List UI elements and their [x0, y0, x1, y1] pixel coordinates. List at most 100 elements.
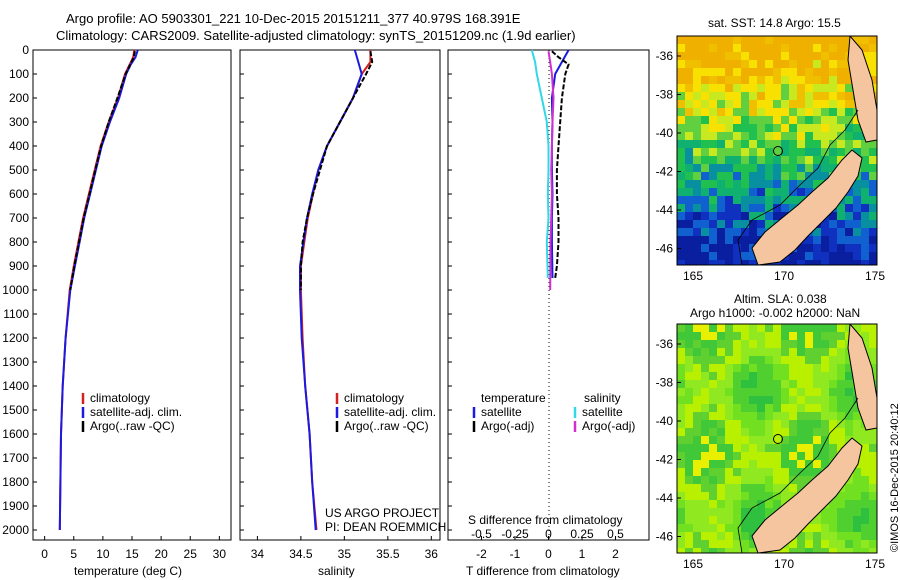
land-polygon [751, 437, 863, 553]
map-cell [717, 180, 725, 188]
map-cell [733, 332, 741, 340]
map-cell [797, 340, 805, 348]
map-cell [781, 180, 789, 188]
depth-tick-label: 1900 [2, 499, 29, 513]
map-cell [709, 364, 717, 372]
map-cell [845, 212, 853, 220]
map-cell [677, 212, 685, 220]
map-cell [701, 396, 709, 404]
map-cell [869, 36, 877, 44]
map-cell [757, 492, 765, 500]
map-cell [765, 164, 773, 172]
map-cell [789, 172, 797, 180]
map-cell [813, 60, 821, 68]
map-cell [725, 124, 733, 132]
depth-tick-label: 1700 [2, 451, 29, 465]
map-cell [773, 492, 781, 500]
map-cell [741, 420, 749, 428]
map-cell [877, 36, 885, 44]
map-cell [853, 540, 861, 548]
map-cell [845, 524, 853, 532]
map-cell [693, 444, 701, 452]
map-cell [701, 380, 709, 388]
map-cell [781, 100, 789, 108]
map-cell [709, 372, 717, 380]
map-cell [869, 236, 877, 244]
map-y-tick-label: -36 [656, 49, 674, 63]
map-cell [805, 436, 813, 444]
map-cell [837, 44, 845, 52]
map-cell [677, 228, 685, 236]
map-cell [877, 404, 885, 412]
map-cell [717, 420, 725, 428]
map-cell [701, 404, 709, 412]
map-cell [749, 356, 757, 364]
map-cell [741, 412, 749, 420]
map-cell [693, 356, 701, 364]
map-cell [829, 324, 837, 332]
map-cell [869, 364, 877, 372]
map-cell [693, 436, 701, 444]
map-cell [685, 388, 693, 396]
map-cell [733, 204, 741, 212]
map-cell [693, 36, 701, 44]
map-cell [845, 92, 853, 100]
map-cell [805, 404, 813, 412]
map-x-tick-label: 175 [865, 557, 885, 571]
map-cell [877, 124, 885, 132]
map-cell [677, 412, 685, 420]
map-cell [877, 444, 885, 452]
map-cell [765, 460, 773, 468]
map-cell [845, 396, 853, 404]
map-cell [685, 220, 693, 228]
x-tick-label: 15 [125, 547, 139, 561]
map-cell [813, 396, 821, 404]
map-cell [757, 364, 765, 372]
map-cell [829, 36, 837, 44]
map-cell [685, 516, 693, 524]
map-cell [717, 268, 725, 276]
depth-tick-label: 2000 [2, 523, 29, 537]
map-cell [877, 228, 885, 236]
map-cell [725, 84, 733, 92]
map-cell [749, 252, 757, 260]
map-cell [789, 108, 797, 116]
map-cell [725, 180, 733, 188]
map-cell [829, 156, 837, 164]
map-cell [749, 364, 757, 372]
map-cell [677, 236, 685, 244]
map-cell [813, 228, 821, 236]
x-tick-label: 25 [184, 547, 198, 561]
map-cell [861, 140, 869, 148]
map-cell [733, 556, 741, 564]
map-cell [773, 404, 781, 412]
map-cell [853, 436, 861, 444]
map-cell [701, 428, 709, 436]
map-cell [861, 468, 869, 476]
map-cell [877, 156, 885, 164]
map-cell [853, 228, 861, 236]
map-cell [813, 172, 821, 180]
map-cell [693, 548, 701, 553]
map-cell [765, 556, 773, 564]
map-cell [797, 164, 805, 172]
map-cell [877, 340, 885, 348]
map-cell [805, 388, 813, 396]
map-cell [877, 524, 885, 532]
map-cell [781, 444, 789, 452]
map-cell [685, 548, 693, 553]
map-cell [821, 532, 829, 540]
map-cell [789, 84, 797, 92]
map-cell [861, 204, 869, 212]
map-cell [853, 180, 861, 188]
map-cell [765, 196, 773, 204]
map-cell [733, 444, 741, 452]
map-cell [677, 260, 685, 265]
map-cell [717, 188, 725, 196]
map-cell [877, 116, 885, 124]
map-cell [821, 380, 829, 388]
map-cell [845, 476, 853, 484]
map-cell [821, 556, 829, 564]
map-cell [717, 476, 725, 484]
map-cell [797, 452, 805, 460]
